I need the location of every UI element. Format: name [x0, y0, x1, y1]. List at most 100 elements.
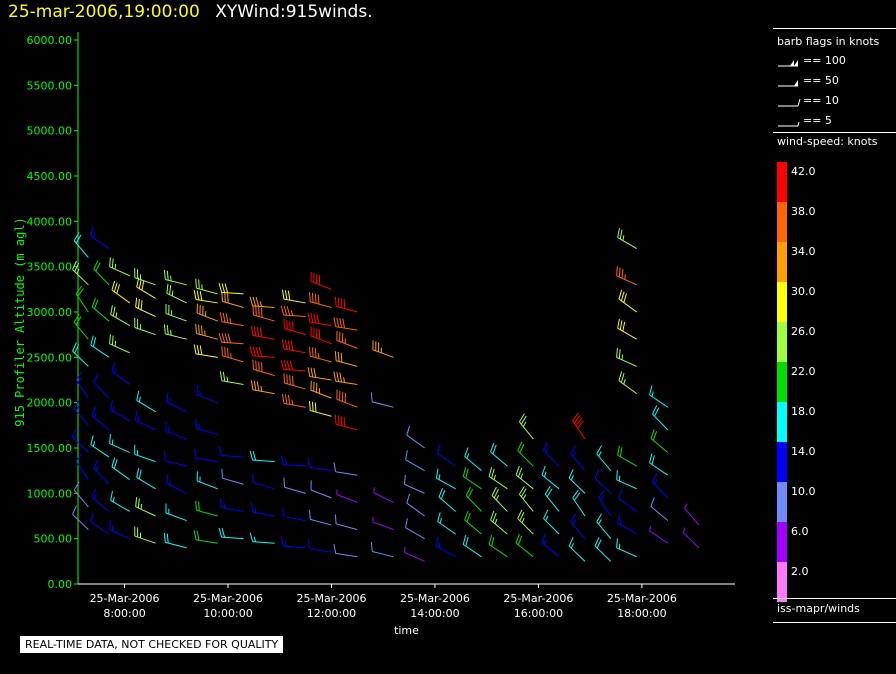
wind-barb [110, 305, 130, 327]
barb-full [406, 425, 411, 436]
barb-full [227, 347, 229, 358]
barb-staff [544, 494, 560, 512]
legend-panel: barb flags in knots == 100 == 50 == 10 == 5… [773, 28, 896, 624]
barb-staff [165, 333, 187, 340]
barb-staff [90, 344, 110, 358]
barb-full [594, 537, 600, 547]
wind-barb [616, 470, 637, 490]
barb-staff [372, 521, 394, 531]
barb-full [224, 333, 229, 343]
barb-staff [515, 542, 534, 558]
barb-staff [436, 477, 456, 490]
barb-full [111, 258, 114, 269]
barb-half [543, 539, 547, 546]
barb-staff [652, 413, 669, 431]
barb-full [617, 513, 620, 524]
wind-barb [283, 373, 306, 390]
barb-full [255, 346, 260, 357]
barb-full [113, 459, 118, 469]
barb-staff [404, 483, 425, 494]
barb-full [73, 481, 80, 491]
barb-staff [541, 474, 560, 490]
barb-half [169, 398, 171, 404]
colorbar-swatch [777, 442, 787, 482]
wind-barb [283, 319, 306, 336]
wind-barb [310, 271, 332, 290]
barb-staff [336, 494, 358, 503]
barb-half [521, 517, 525, 524]
barb-full [465, 468, 469, 479]
barb-full [166, 283, 169, 294]
barb-full [227, 333, 232, 343]
barb-full [652, 405, 658, 415]
x-tick-label-date: 25-Mar-2006 [90, 592, 160, 605]
barb-staff [222, 355, 244, 363]
barb-full [570, 445, 577, 455]
barb-staff [195, 539, 218, 544]
barb-full [619, 320, 623, 330]
barb-staff [134, 453, 156, 463]
y-tick-label: 0.00 [48, 578, 73, 591]
wind-barb [618, 371, 638, 395]
barb-staff [310, 280, 332, 290]
barb-staff [405, 459, 425, 472]
barb-half [343, 377, 346, 383]
wind-barb [310, 480, 332, 499]
barb-half [572, 451, 576, 457]
x-axis-label: time [394, 624, 419, 637]
barb-full [93, 459, 99, 469]
x-tick-label-time: 16:00:00 [514, 607, 563, 620]
barb-full [141, 280, 145, 291]
barb-full [256, 381, 260, 391]
barb-full [491, 536, 495, 547]
barb-full [518, 467, 523, 478]
barb-full [333, 371, 337, 382]
barb-staff [373, 492, 394, 503]
barb-full [95, 262, 101, 272]
barb-full [280, 536, 285, 547]
legend-rule-end [773, 622, 896, 623]
colorbar-swatch [777, 242, 787, 282]
barb-staff [252, 541, 275, 544]
barb-full [314, 348, 317, 358]
barb-staff [72, 350, 89, 367]
barb-staff [684, 507, 700, 526]
wind-barb [221, 346, 244, 363]
barb-staff [283, 348, 306, 354]
barb-staff [283, 464, 306, 467]
barb-staff [405, 527, 425, 540]
wind-barb [90, 335, 110, 358]
barb-full [72, 505, 77, 515]
barb-staff [253, 314, 275, 322]
barb-staff [252, 305, 275, 308]
barb-full [137, 498, 140, 509]
wind-barb [134, 317, 156, 336]
barb-full [193, 344, 197, 354]
barb-full [317, 294, 320, 305]
title-date: 25-mar-2006,19:00:00 [8, 2, 200, 22]
barb-full [309, 509, 311, 520]
colorbar-label: 18.0 [791, 405, 816, 418]
barb-full [290, 341, 294, 351]
barb-full [249, 532, 254, 542]
barb-staff [310, 389, 332, 399]
wind-barb [163, 269, 187, 286]
barb-staff [406, 434, 425, 449]
barb-staff [568, 477, 586, 494]
barb-full [90, 435, 94, 445]
barb-staff [72, 269, 89, 286]
barb-full [289, 360, 294, 371]
barb-staff [109, 266, 130, 277]
wind-barb [464, 447, 482, 472]
barb-staff [221, 507, 244, 512]
wind-barb [196, 303, 218, 322]
wind-barb [333, 462, 358, 476]
barb-staff [75, 461, 89, 481]
barb-full [135, 411, 138, 421]
wind-barb [193, 344, 218, 358]
wind-barb [135, 411, 156, 431]
wind-barb [249, 532, 275, 544]
barb-full [307, 457, 311, 468]
barb-full [280, 455, 285, 465]
barb-staff [283, 314, 306, 318]
